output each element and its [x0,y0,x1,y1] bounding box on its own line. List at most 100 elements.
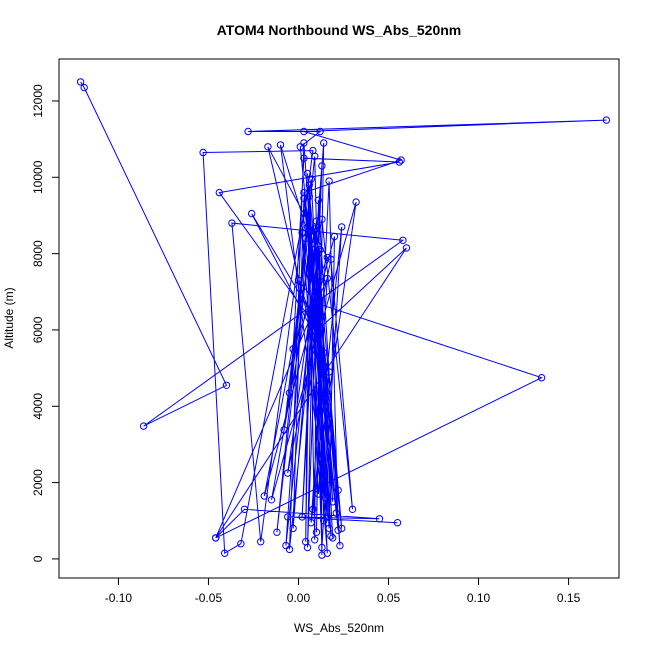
data-point [240,505,249,513]
data-point [215,188,224,197]
data-point [307,519,315,527]
data-point [300,127,308,136]
y-axis-label: Altitude (m) [2,287,16,348]
data-point [300,154,308,162]
data-point [602,116,611,124]
data-point [316,246,324,254]
data-point [303,169,312,178]
data-point [267,496,276,504]
data-point [303,223,312,231]
data-point [228,219,236,227]
x-axis-label: WS_Abs_520nm [294,621,384,635]
data-point [399,236,407,245]
data-point [312,253,321,262]
data-point [312,528,321,536]
data-point [316,324,324,332]
y-tick-label: 4000 [31,393,45,420]
data-point [302,234,310,243]
data-point [323,549,331,557]
y-tick-label: 2000 [31,469,45,496]
data-point [321,494,330,502]
data-point [76,78,85,86]
data-point [199,148,207,157]
data-point [298,513,306,521]
data-point [280,426,288,434]
data-point [311,225,319,233]
data-point [323,274,331,283]
data-point [338,223,346,231]
data-point [336,541,344,550]
data-point [314,249,322,258]
data-point [276,141,285,149]
data-point [312,251,321,260]
data-point [393,519,402,527]
data-point [375,515,384,523]
data-point [307,257,315,265]
data-point [338,524,346,533]
data-point [325,177,333,185]
data-point [311,152,319,161]
data-point [318,374,326,382]
data-point [334,486,342,494]
data-point [327,532,335,540]
data-point [303,543,312,552]
data-point [282,541,290,550]
data-point [298,228,306,237]
data-point [397,156,405,164]
y-tick-label: 10000 [31,160,45,194]
data-point [327,255,335,263]
data-point [300,188,308,197]
data-point [329,498,337,506]
chart-title: ATOM4 Northbound WS_Abs_520nm [217,22,462,38]
data-point [237,540,245,548]
data-point [309,505,317,513]
y-tick-label: 0 [31,555,45,562]
data-point [139,422,148,430]
y-tick-label: 8000 [31,240,45,267]
data-point [314,490,322,498]
data-point [307,240,315,248]
data-point [309,318,317,326]
x-tick-label: -0.05 [195,591,223,605]
data-point [537,374,546,382]
data-point [222,381,231,389]
data-point [311,536,319,544]
data-point [318,162,326,170]
data-point [320,139,328,147]
data-point [296,143,304,151]
data-point [284,469,292,477]
data-point [395,158,403,166]
data-point [285,389,294,397]
y-axis: 0 2000 4000 6000 8000 10000 12000 [31,84,60,562]
data-point [329,534,337,542]
data-point [312,299,321,307]
data-point [273,528,281,536]
data-point [284,513,292,521]
data-point [260,492,268,500]
data-point [314,196,322,204]
data-point [221,549,229,557]
x-tick-label: -0.10 [105,591,133,605]
data-point [294,276,303,284]
x-tick-label: 0.10 [467,591,491,605]
data-point [257,538,265,546]
x-tick-label: 0.00 [287,591,311,605]
data-point [212,534,220,542]
x-tick-label: 0.05 [377,591,401,605]
data-point [323,513,331,521]
data-point [318,215,326,224]
data-point [348,505,357,513]
y-tick-label: 6000 [31,316,45,343]
data-point [80,83,88,92]
data-point [334,526,342,534]
data-point [300,194,308,203]
data-point [316,272,324,281]
data-point [289,345,297,353]
x-tick-label: 0.15 [557,591,581,605]
data-point [402,244,411,252]
data-point [320,349,328,357]
y-tick-label: 12000 [31,84,45,118]
data-point [318,543,326,552]
